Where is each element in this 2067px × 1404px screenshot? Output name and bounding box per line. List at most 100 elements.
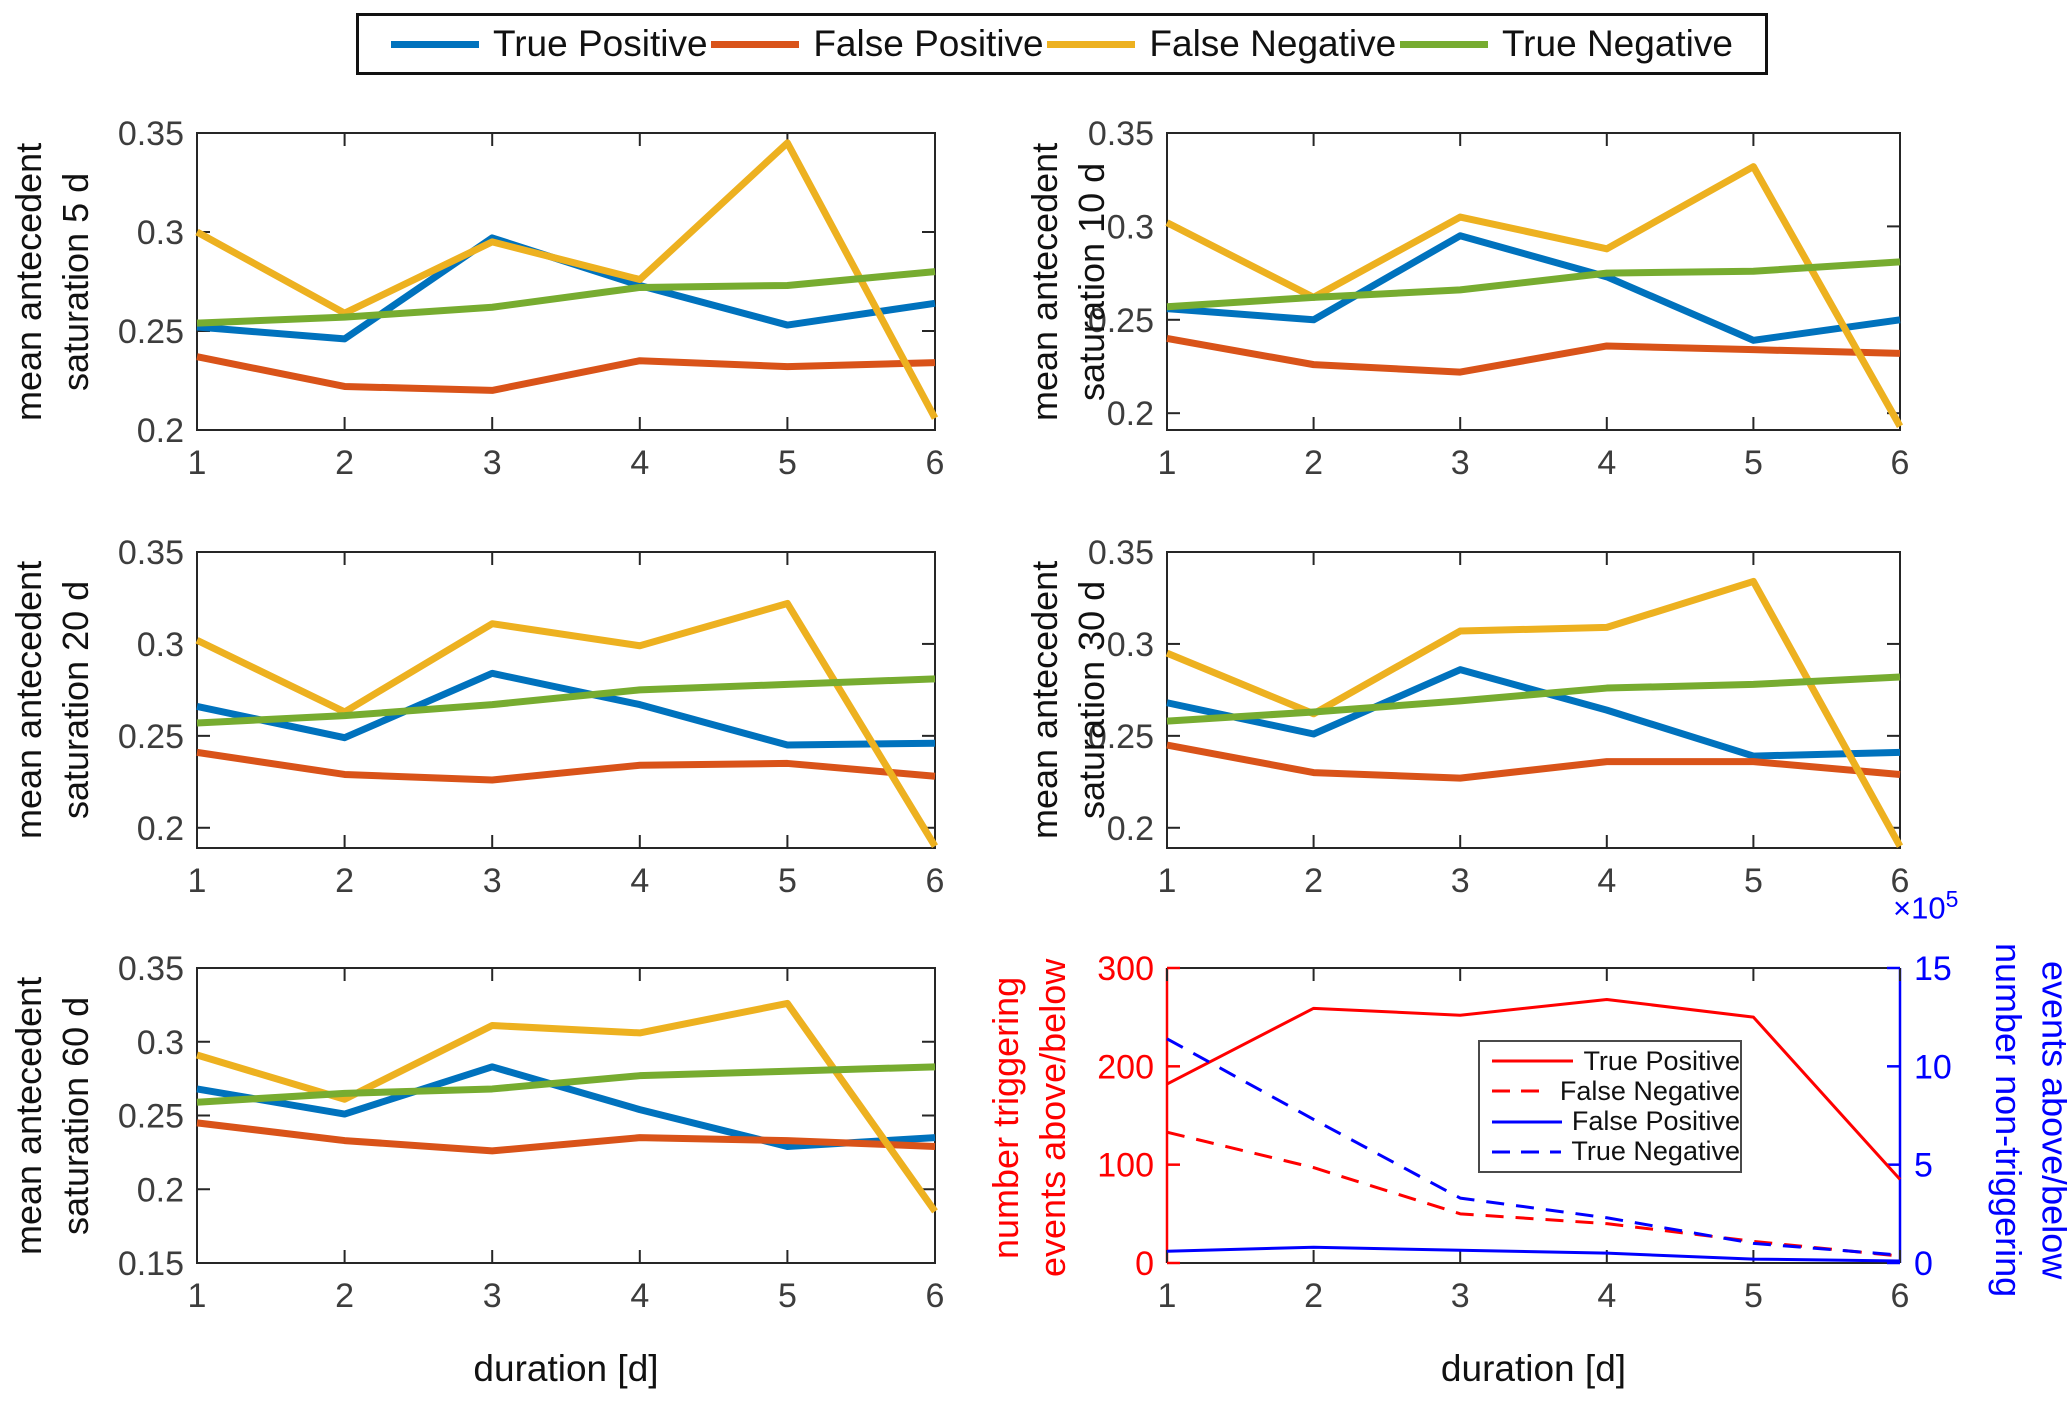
y-axis-label-line: events above/below xyxy=(2034,961,2067,1280)
tick-label: 0.2 xyxy=(137,810,184,848)
multiplier-base: ×10 xyxy=(1893,890,1946,926)
y-axis-label: mean antecedent saturation 10 d xyxy=(1022,123,1126,440)
tick-label: 0.35 xyxy=(118,115,184,153)
series-true-negative xyxy=(1166,673,1901,725)
tick-label: 5 xyxy=(778,444,797,482)
series-true-negative xyxy=(196,268,936,327)
tick-label: 3 xyxy=(1451,1277,1470,1315)
legend-line-swatch xyxy=(711,40,800,48)
y-axis-label-line: mean antecedent xyxy=(1024,142,1065,421)
tick-label: 3 xyxy=(483,862,502,900)
tick-label: 2 xyxy=(335,862,354,900)
tick-label: 0.25 xyxy=(1088,718,1154,756)
tick-label: 5 xyxy=(778,1277,797,1315)
tick-label: 1 xyxy=(188,1277,207,1315)
series-false-positive xyxy=(1166,335,1901,376)
tick-label: 4 xyxy=(630,444,649,482)
y-axis-label-line: number triggering xyxy=(985,976,1026,1260)
dual-plot-legend: True Positive False Negative False Positiv… xyxy=(1478,1040,1742,1173)
dual-legend-label: False Negative xyxy=(1559,1075,1740,1106)
tick-label: 0.15 xyxy=(118,1245,184,1283)
series-false-negative xyxy=(195,599,938,848)
tick-label: 2 xyxy=(335,1277,354,1315)
series-true-negative xyxy=(1166,1037,1901,1257)
tick-label: 5 xyxy=(1914,1147,1933,1185)
series-true-positive xyxy=(196,669,936,749)
tick-label: 6 xyxy=(1891,862,1910,900)
tick-label: 0.25 xyxy=(118,313,184,351)
tick-label: 6 xyxy=(926,862,945,900)
tick-label: 3 xyxy=(1451,444,1470,482)
tick-label: 3 xyxy=(483,444,502,482)
tick-label: 0 xyxy=(1135,1245,1154,1283)
dual-legend-item-true-negative: True Negative xyxy=(1492,1136,1740,1166)
dual-legend-item-false-negative: False Negative xyxy=(1492,1075,1740,1106)
series-true-negative xyxy=(196,1063,936,1106)
tick-label: 0.35 xyxy=(118,950,184,988)
tick-label: 0.3 xyxy=(137,1024,184,1062)
panel-saturation-20-d: 1 2 3 4 5 6 0.2 0.25 0.3 0.35 xyxy=(118,534,945,900)
legend-line-swatch xyxy=(1399,40,1488,48)
tick-label: 4 xyxy=(1597,444,1616,482)
series-true-negative xyxy=(1166,258,1901,311)
y-axis-label: mean antecedent saturation 60 d xyxy=(6,958,110,1273)
legend-label: True Negative xyxy=(1501,23,1733,64)
y-axis-label: number non-triggering events above/below xyxy=(1984,878,2067,1363)
x-axis-label-left: duration [d] xyxy=(473,1348,659,1389)
tick-label: 1 xyxy=(1158,1277,1177,1315)
tick-label: 4 xyxy=(630,1277,649,1315)
legend-item-false-negative: False Negative xyxy=(1047,23,1396,65)
tick-label: 3 xyxy=(483,1277,502,1315)
tick-label: 0.2 xyxy=(1107,395,1154,433)
tick-label: 1 xyxy=(188,444,207,482)
tick-label: 5 xyxy=(778,862,797,900)
tick-label: 0.2 xyxy=(137,412,184,450)
legend-line-swatch xyxy=(391,40,479,48)
series-true-positive xyxy=(1166,997,1902,1181)
dual-legend-item-false-positive: False Positive xyxy=(1492,1106,1740,1136)
y-axis-label-line: saturation 30 d xyxy=(1070,580,1112,820)
series-false-positive xyxy=(1166,1245,1901,1263)
series-true-positive xyxy=(1166,232,1901,344)
series-true-positive xyxy=(196,234,936,343)
tick-label: 4 xyxy=(1597,1277,1616,1315)
legend-item-true-positive: True Positive xyxy=(391,23,708,65)
series-false-negative xyxy=(195,139,939,420)
panel-saturation-10-d: 1 2 3 4 5 6 0.2 0.25 0.3 0.35 xyxy=(1088,115,1910,482)
tick-label: 2 xyxy=(1304,1277,1323,1315)
series-false-positive xyxy=(196,1119,936,1155)
y-axis-label-line: saturation 60 d xyxy=(54,996,96,1235)
tick-label: 5 xyxy=(1744,862,1763,900)
tick-label: 1 xyxy=(1158,444,1177,482)
series-false-positive xyxy=(196,353,936,394)
tick-label: 0.3 xyxy=(137,626,184,664)
legend-item-true-negative: True Negative xyxy=(1399,23,1733,65)
y-axis-label-line: number non-triggering xyxy=(1987,943,2029,1298)
tick-label: 15 xyxy=(1914,950,1952,988)
tick-label: 0.35 xyxy=(118,534,184,572)
tick-label: 5 xyxy=(1744,1277,1763,1315)
legend-label: False Positive xyxy=(813,23,1044,64)
y-axis-label-line: mean antecedent xyxy=(8,142,49,421)
y-axis-label-line: mean antecedent xyxy=(1024,560,1065,840)
tick-label: 0.35 xyxy=(1088,534,1154,572)
dual-legend-line-swatch xyxy=(1492,1150,1562,1154)
tick-label: 10 xyxy=(1914,1048,1952,1086)
tick-label: 2 xyxy=(1304,862,1323,900)
multiplier-exponent: 5 xyxy=(1945,886,1959,912)
y-axis-label-line: saturation 20 d xyxy=(54,580,96,820)
y-axis-label: mean antecedent saturation 5 d xyxy=(6,123,110,440)
tick-label: 3 xyxy=(1451,862,1470,900)
tick-label: 6 xyxy=(1891,444,1910,482)
tick-label: 0.25 xyxy=(118,718,184,756)
panel-saturation-30-d: 1 2 3 4 5 6 0.2 0.25 0.3 0.35 xyxy=(1088,534,1910,900)
y-axis-label: number triggering events above/below xyxy=(983,933,1089,1303)
tick-label: 2 xyxy=(335,444,354,482)
tick-label: 0.3 xyxy=(1107,208,1154,246)
tick-label: 0.2 xyxy=(137,1171,184,1209)
y-axis-label: mean antecedent saturation 30 d xyxy=(1022,542,1126,858)
tick-label: 0.3 xyxy=(1107,626,1154,664)
